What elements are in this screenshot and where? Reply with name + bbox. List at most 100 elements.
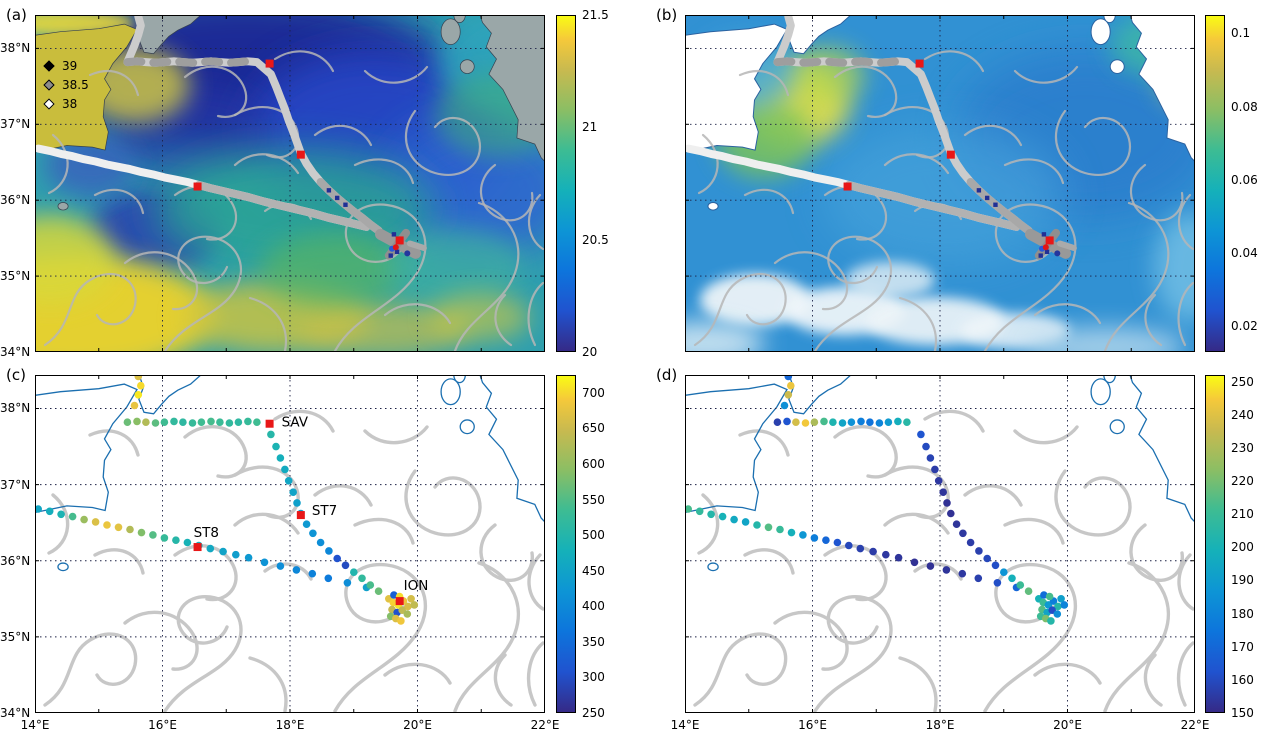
coastline-island xyxy=(453,375,466,384)
station-marker xyxy=(843,182,852,191)
colorbar-tick-label: 500 xyxy=(582,528,605,543)
coastline-sicily xyxy=(35,23,138,153)
legend-item: 39 xyxy=(43,59,89,73)
coastline-sicily xyxy=(35,383,138,514)
coastline-greece xyxy=(1129,375,1195,524)
colorbar-tick-label: 20.5 xyxy=(582,232,609,247)
coastline-island xyxy=(1109,419,1125,435)
map-panel-a: 39 38.5 38 xyxy=(35,15,545,352)
colorbar-tick-label: 230 xyxy=(1231,440,1254,455)
colorbar-tick-label: 220 xyxy=(1231,474,1254,489)
diamond-marker-icon xyxy=(43,78,55,91)
coastline-island xyxy=(440,378,461,406)
coastline-island xyxy=(459,419,475,435)
colorbar-tick-label: 150 xyxy=(1231,706,1254,720)
colorbar-tick-label: 0.02 xyxy=(1231,319,1258,334)
legend-label: 38.5 xyxy=(62,77,89,92)
legend-label: 38 xyxy=(62,96,78,111)
chl-map xyxy=(685,15,1195,352)
colorbar-tick-label: 210 xyxy=(1231,507,1254,522)
latitude-axis-top: 38°N 37°N 36°N 35°N 34°N xyxy=(0,15,32,358)
colorbar-tick-label: 180 xyxy=(1231,606,1254,621)
map-panel-d xyxy=(685,375,1195,713)
colorbar-tick-label: 200 xyxy=(1231,540,1254,555)
colorbar-tick-label: 20 xyxy=(582,345,598,359)
colorbar-tick-label: 300 xyxy=(582,670,605,685)
lat-tick-label: 34°N xyxy=(0,706,31,720)
colorbar-tick-label: 170 xyxy=(1231,639,1254,654)
station-label: SAV xyxy=(282,415,309,431)
coastline-sicily xyxy=(685,383,788,514)
coastline-island xyxy=(453,15,466,23)
station-marker xyxy=(296,511,305,520)
lat-tick-label: 34°N xyxy=(0,345,31,359)
colorbar-tick-label: 0.04 xyxy=(1231,246,1258,261)
graticule xyxy=(35,375,545,713)
colorbar-b-ticks: 0.02 0.04 0.06 0.08 0.1 xyxy=(1231,15,1270,352)
station-label: ION xyxy=(404,578,429,594)
coastline-island xyxy=(1090,378,1111,406)
station-marker xyxy=(915,59,924,68)
colorbar-tick-label: 550 xyxy=(582,492,605,507)
colorbar-a xyxy=(556,15,576,352)
lat-tick-label: 35°N xyxy=(0,629,31,644)
panel-label-c: (c) xyxy=(6,366,26,384)
coastline-island xyxy=(57,202,69,211)
lon-tick-label: 18°E xyxy=(925,718,955,732)
colorbar-tick-label: 0.06 xyxy=(1231,172,1258,187)
colorbar-tick-label: 650 xyxy=(582,421,605,436)
sst-map xyxy=(35,15,545,352)
colorbar-tick-label: 250 xyxy=(1231,374,1254,389)
lat-tick-label: 36°N xyxy=(0,193,31,208)
scatter-map: SAV ST7 ST8 ION xyxy=(35,375,545,713)
station-marker xyxy=(395,236,404,245)
station-marker xyxy=(193,182,202,191)
ship-tracks xyxy=(35,15,427,260)
colorbar-c xyxy=(556,375,576,713)
station-marker xyxy=(1045,236,1054,245)
drifter-streamlines xyxy=(693,409,1195,713)
lon-tick-label: 18°E xyxy=(275,718,305,732)
diamond-marker-icon xyxy=(43,97,55,110)
lon-tick-label: 22°E xyxy=(530,718,560,732)
station-marker xyxy=(946,150,955,159)
legend-item: 38 xyxy=(43,96,89,111)
lat-tick-label: 37°N xyxy=(0,117,31,132)
panel-label-a: (a) xyxy=(6,6,27,24)
coastline-island xyxy=(1103,15,1116,24)
coastline-island xyxy=(1090,18,1111,46)
scatter-map xyxy=(685,375,1195,713)
lat-tick-label: 37°N xyxy=(0,477,31,492)
coastline-greece xyxy=(1129,15,1195,163)
station-marker xyxy=(193,543,202,552)
lat-tick-label: 38°N xyxy=(0,41,31,56)
colorbar-tick-label: 450 xyxy=(582,563,605,578)
colorbar-tick-label: 21 xyxy=(582,120,598,135)
coastline-island xyxy=(459,59,475,74)
colorbar-d-ticks: 150 160 170 180 190 200 210 220 230 240 250 xyxy=(1231,374,1270,719)
colorbar-tick-label: 190 xyxy=(1231,573,1254,588)
graticule xyxy=(685,375,1195,713)
colorbar-d xyxy=(1205,375,1225,713)
lon-tick-label: 14°E xyxy=(20,718,50,732)
panel-label-b: (b) xyxy=(656,6,678,24)
colorbar-tick-label: 250 xyxy=(582,706,605,720)
measurement-dots xyxy=(685,375,1069,625)
station-label: ST7 xyxy=(312,503,337,519)
station-marker xyxy=(265,59,274,68)
colorbar-c-ticks: 250 300 350 400 450 500 550 600 650 700 xyxy=(582,375,628,719)
diamond-marker-icon xyxy=(43,59,55,72)
coastline-island xyxy=(707,201,719,211)
colorbar-tick-label: 240 xyxy=(1231,407,1254,422)
station-label: ST8 xyxy=(194,525,219,541)
colorbar-b xyxy=(1205,15,1225,352)
lon-tick-label: 20°E xyxy=(403,718,432,732)
coastline-island xyxy=(440,18,461,45)
longitude-axis-left: 14°E 16°E 18°E 20°E 22°E xyxy=(21,715,560,733)
lon-tick-label: 14°E xyxy=(670,718,700,732)
colorbar-a-ticks: 20 20.5 21 21.5 xyxy=(582,9,628,358)
map-panel-c: SAV ST7 ST8 ION xyxy=(35,375,545,713)
map-panel-b xyxy=(685,15,1195,352)
salinity-legend: 39 38.5 38 xyxy=(43,59,89,111)
